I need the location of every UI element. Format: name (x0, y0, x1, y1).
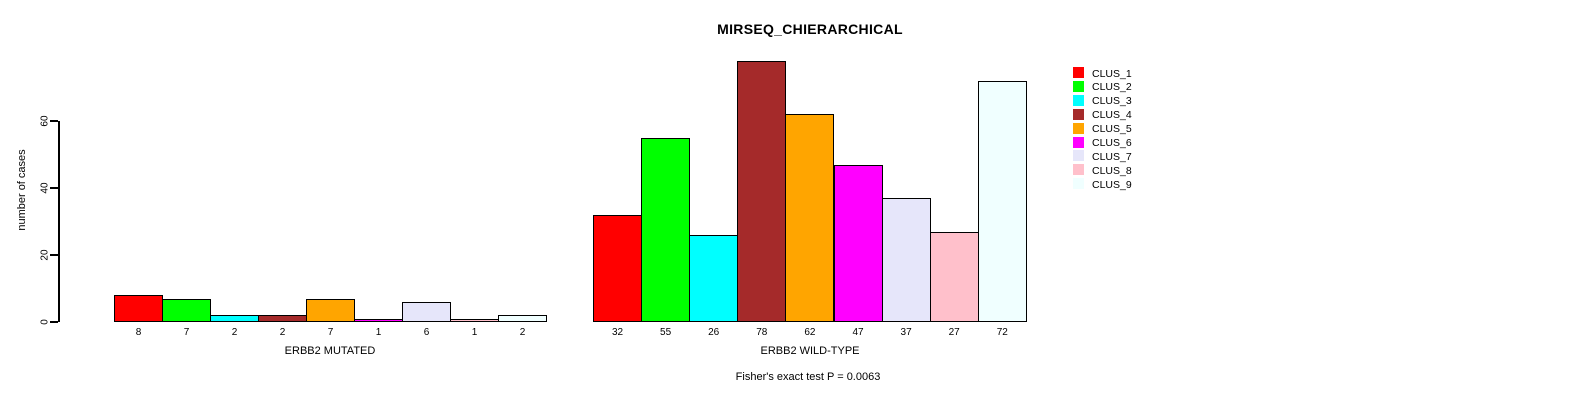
bar-clus_3-group2 (689, 234, 739, 322)
legend-swatch (1073, 178, 1084, 190)
bar-value-label: 2 (279, 327, 286, 338)
legend-label: CLUS_5 (1092, 123, 1132, 136)
bar-value-label: 27 (948, 327, 960, 338)
bar-value-label: 6 (423, 327, 430, 338)
x-axis-label-mutated: ERBB2 MUTATED (284, 345, 376, 357)
bar-clus_2-group1 (162, 298, 211, 322)
bar-value-label: 26 (708, 327, 720, 338)
legend-label: CLUS_2 (1092, 81, 1132, 94)
bar-value-label: 55 (660, 327, 672, 338)
y-axis-label: number of cases (16, 149, 28, 231)
bar-value-label: 7 (327, 327, 334, 338)
bar-value-label: 2 (519, 327, 526, 338)
bar-clus_1-group1 (114, 295, 163, 322)
y-tick-mark (50, 187, 58, 189)
y-tick-mark (50, 254, 58, 256)
y-tick-mark (50, 120, 58, 122)
bar-clus_9-group1 (498, 315, 547, 322)
y-tick-label: 20 (39, 249, 51, 261)
bar-clus_2-group2 (641, 137, 691, 322)
bar-value-label: 7 (183, 327, 190, 338)
bar-value-label: 78 (756, 327, 768, 338)
legend-label: CLUS_8 (1092, 164, 1132, 177)
bar-clus_1-group2 (593, 214, 642, 322)
bar-clus_9-group2 (977, 80, 1027, 322)
legend-swatch (1073, 67, 1084, 78)
bar-clus_3-group1 (210, 315, 259, 322)
bar-value-label: 8 (135, 327, 142, 338)
legend-label: CLUS_4 (1092, 109, 1132, 122)
bar-clus_5-group2 (785, 114, 835, 322)
bar-value-label: 47 (852, 327, 864, 338)
legend-swatch (1073, 136, 1084, 148)
legend-swatch (1073, 122, 1084, 134)
bar-clus_5-group1 (306, 298, 355, 322)
y-tick-label: 0 (39, 319, 51, 325)
bar-clus_7-group1 (402, 301, 451, 322)
bar-value-label: 1 (375, 327, 382, 338)
fisher-test-annotation: Fisher's exact test P = 0.0063 (735, 371, 881, 383)
bar-value-label: 37 (900, 327, 912, 338)
bar-value-label: 1 (471, 327, 478, 338)
y-axis-line (58, 121, 60, 322)
bar-clus_7-group2 (881, 198, 931, 322)
bar-clus_6-group2 (833, 164, 883, 322)
legend-label: CLUS_7 (1092, 150, 1132, 163)
y-tick-label: 60 (39, 115, 51, 127)
legend-label: CLUS_1 (1092, 67, 1132, 80)
legend-swatch (1073, 80, 1084, 92)
bar-value-label: 2 (231, 327, 238, 338)
bar-value-label: 62 (804, 327, 816, 338)
chart-title: MIRSEQ_CHIERARCHICAL (717, 21, 903, 37)
legend-label: CLUS_3 (1092, 95, 1132, 108)
bar-clus_4-group2 (737, 60, 787, 322)
y-tick-label: 40 (39, 182, 51, 194)
legend-label: CLUS_9 (1092, 178, 1132, 191)
x-axis-label-wildtype: ERBB2 WILD-TYPE (760, 345, 860, 357)
legend-label: CLUS_6 (1092, 137, 1132, 149)
legend-swatch (1073, 164, 1084, 176)
bar-value-label: 32 (611, 327, 624, 338)
bar-clus_8-group1 (450, 318, 499, 322)
legend-swatch (1073, 108, 1084, 120)
bar-clus_6-group1 (354, 318, 403, 322)
legend-swatch (1073, 94, 1084, 106)
bar-value-label: 72 (996, 327, 1008, 338)
bar-clus_8-group2 (929, 231, 979, 322)
y-tick-mark (50, 321, 58, 323)
bar-clus_4-group1 (258, 315, 307, 322)
legend-swatch (1073, 150, 1084, 162)
